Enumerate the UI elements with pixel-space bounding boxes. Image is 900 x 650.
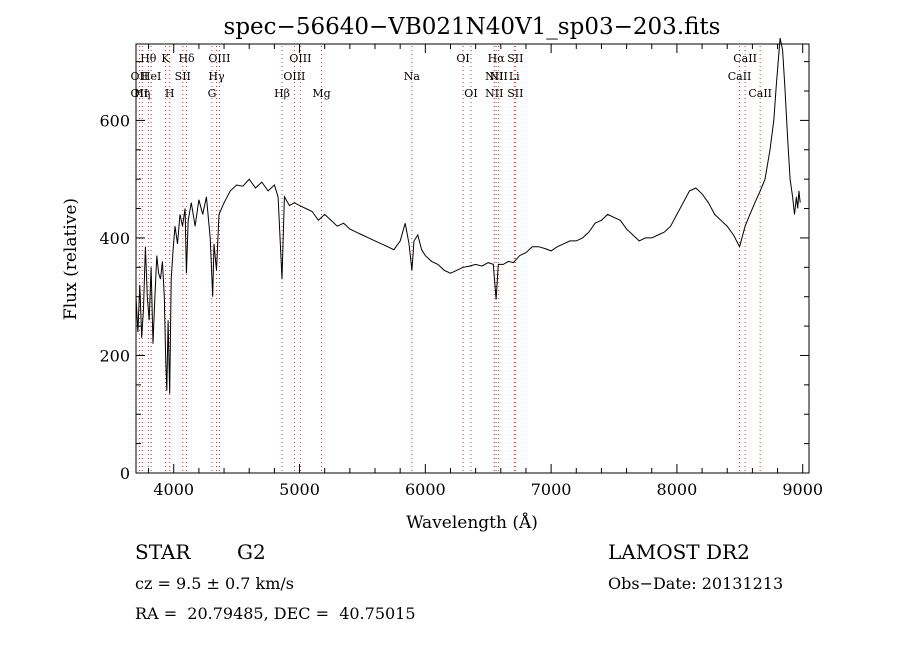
y-tick-label: 400 (99, 229, 130, 248)
obs-date-label: Obs−Date: 20131213 (608, 574, 784, 593)
x-tick-label: 7000 (531, 480, 572, 499)
y-tick-label: 600 (99, 111, 130, 130)
reference-lines (138, 46, 761, 472)
redshift-label: cz = 9.5 ± 0.7 km/s (135, 574, 294, 593)
x-tick-label: 6000 (405, 480, 446, 499)
reference-line-label: Hδ (178, 52, 195, 65)
subclass-label: G2 (237, 540, 266, 564)
plot-frame (135, 43, 810, 474)
y-axis-label: Flux (relative) (61, 198, 81, 320)
chart-title: spec−56640−VB021N40V1_sp03−203.fits (224, 14, 721, 40)
coordinates-label: RA = 20.79485, DEC = 40.75015 (135, 604, 416, 623)
reference-line-label: Hβ (274, 87, 290, 100)
reference-line-label: OI (464, 87, 477, 100)
x-tick-label: 9000 (782, 480, 823, 499)
x-tick-label: 5000 (279, 480, 320, 499)
reference-line-label: Mg (312, 87, 330, 100)
reference-line-label: OII (131, 87, 149, 100)
reference-line-label: SII (175, 70, 191, 83)
x-axis-label: Wavelength (Å) (406, 512, 538, 533)
spectrum-line (135, 37, 801, 394)
reference-line-label: SII (507, 87, 523, 100)
reference-line-label: Hα (488, 52, 506, 65)
y-tick-label: 0 (120, 464, 130, 483)
reference-line-label: H (165, 87, 175, 100)
reference-line-labels: OIIOIIHηHθHeIKHSIIHδGHγOIIIHβOIIIOIIIMgN… (131, 52, 772, 100)
reference-line-label: OI (456, 52, 469, 65)
y-tick-label: 200 (99, 346, 130, 365)
reference-line-label: OII (131, 70, 149, 83)
reference-line-label: OIII (289, 52, 311, 65)
reference-line-label: CaII (748, 87, 772, 100)
reference-line-label: CaII (728, 70, 752, 83)
reference-line-label: Hθ (140, 52, 157, 65)
survey-label: LAMOST DR2 (608, 540, 750, 564)
reference-line-label: Hγ (208, 70, 225, 83)
reference-line-label: K (161, 52, 170, 65)
reference-line-label: NII (485, 87, 503, 100)
reference-line-label: OIII (208, 52, 230, 65)
reference-line-label: Hη (134, 87, 150, 100)
reference-line-label: OIII (283, 70, 305, 83)
reference-line-label: Na (404, 70, 421, 83)
x-tick-label: 4000 (153, 480, 194, 499)
reference-line-label: NII (490, 70, 508, 83)
reference-line-label: G (208, 87, 217, 100)
reference-line-label: HeI (141, 70, 161, 83)
reference-line-label: NII (485, 70, 503, 83)
reference-line-label: SII (507, 52, 523, 65)
reference-line-label: Li (509, 70, 520, 83)
class-label: STAR (135, 540, 191, 564)
reference-line-label: CaII (733, 52, 757, 65)
axes: 4000 5000 6000 7000 8000 9000 0 200 400 600 (99, 44, 823, 499)
x-tick-label: 8000 (657, 480, 698, 499)
